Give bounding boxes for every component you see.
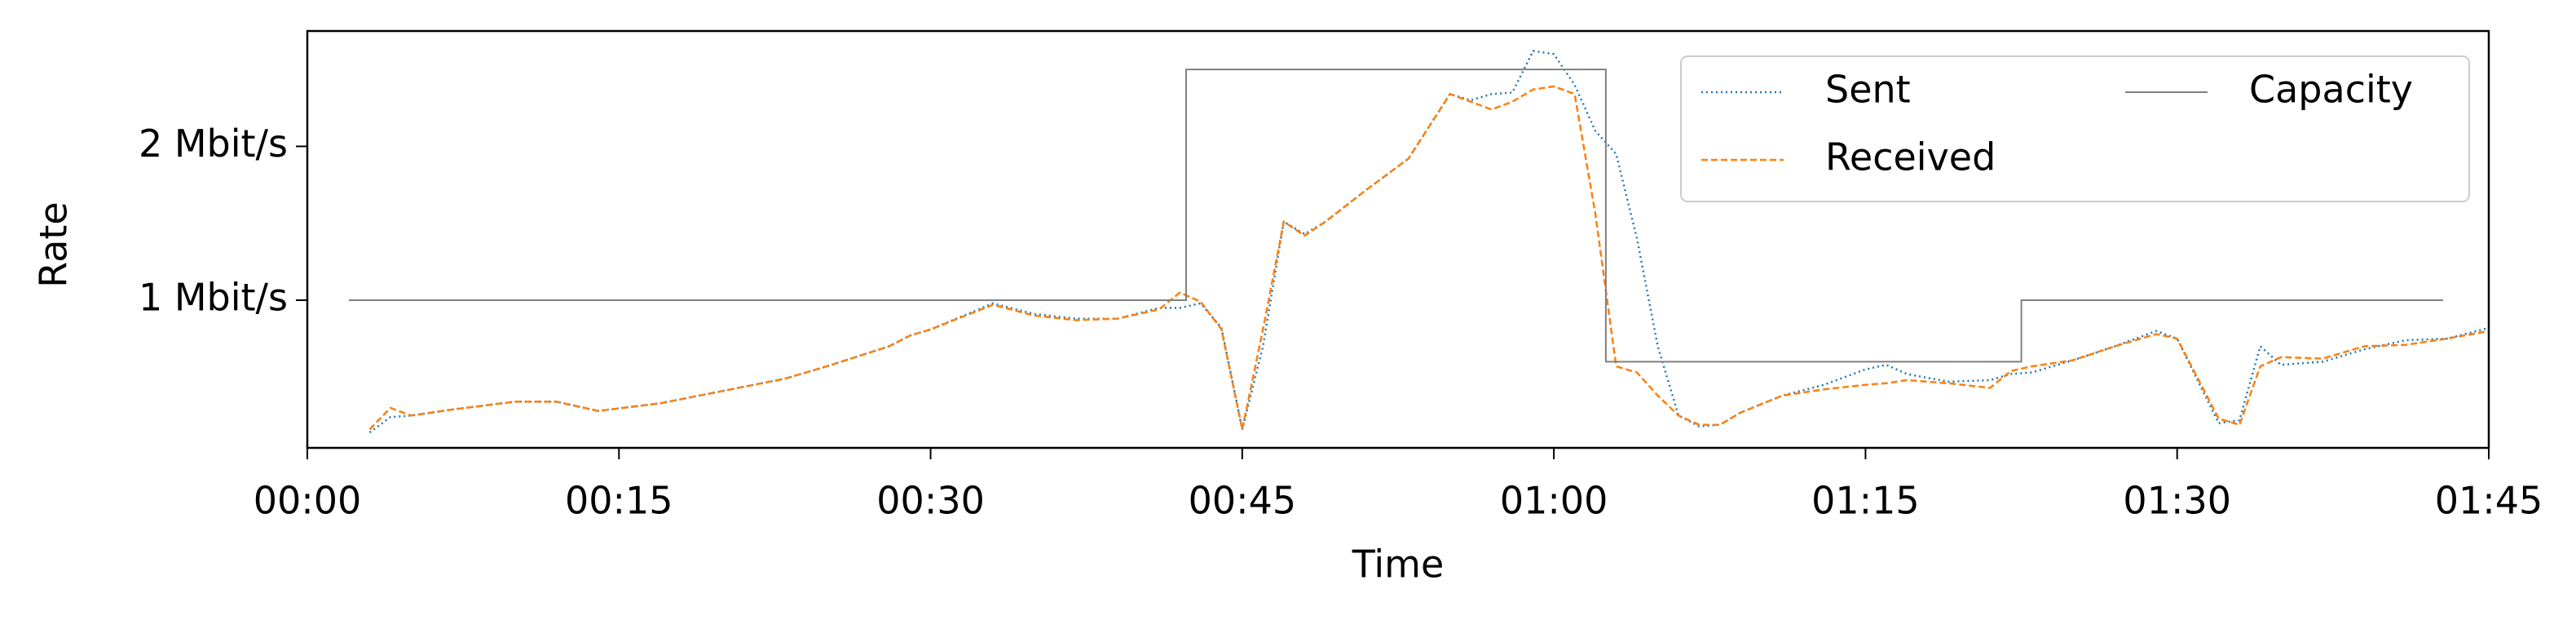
x-tick-label: 01:00 — [1500, 479, 1608, 523]
y-tick-label: 1 Mbit/s — [139, 275, 288, 319]
x-tick-label: 01:15 — [1811, 479, 1920, 523]
series-line — [349, 69, 2443, 363]
legend-label: Sent — [1825, 68, 1911, 112]
x-tick-label: 00:30 — [876, 479, 985, 523]
y-tick-label: 2 Mbit/s — [139, 122, 288, 166]
x-axis-label: Time — [1352, 542, 1445, 587]
x-tick-label: 00:45 — [1189, 479, 1297, 523]
legend-label: Received — [1825, 135, 1996, 179]
legend-box — [1680, 55, 2470, 202]
x-tick-label: 00:00 — [254, 479, 362, 523]
x-tick-label: 00:15 — [565, 479, 673, 523]
plot-frame — [306, 29, 2490, 450]
series-line — [368, 85, 2490, 431]
x-tick-label: 01:45 — [2435, 479, 2543, 523]
legend-label: Capacity — [2249, 68, 2413, 112]
series-line — [368, 50, 2490, 434]
x-tick-label: 01:30 — [2123, 479, 2231, 523]
y-axis-label: Rate — [32, 202, 76, 287]
